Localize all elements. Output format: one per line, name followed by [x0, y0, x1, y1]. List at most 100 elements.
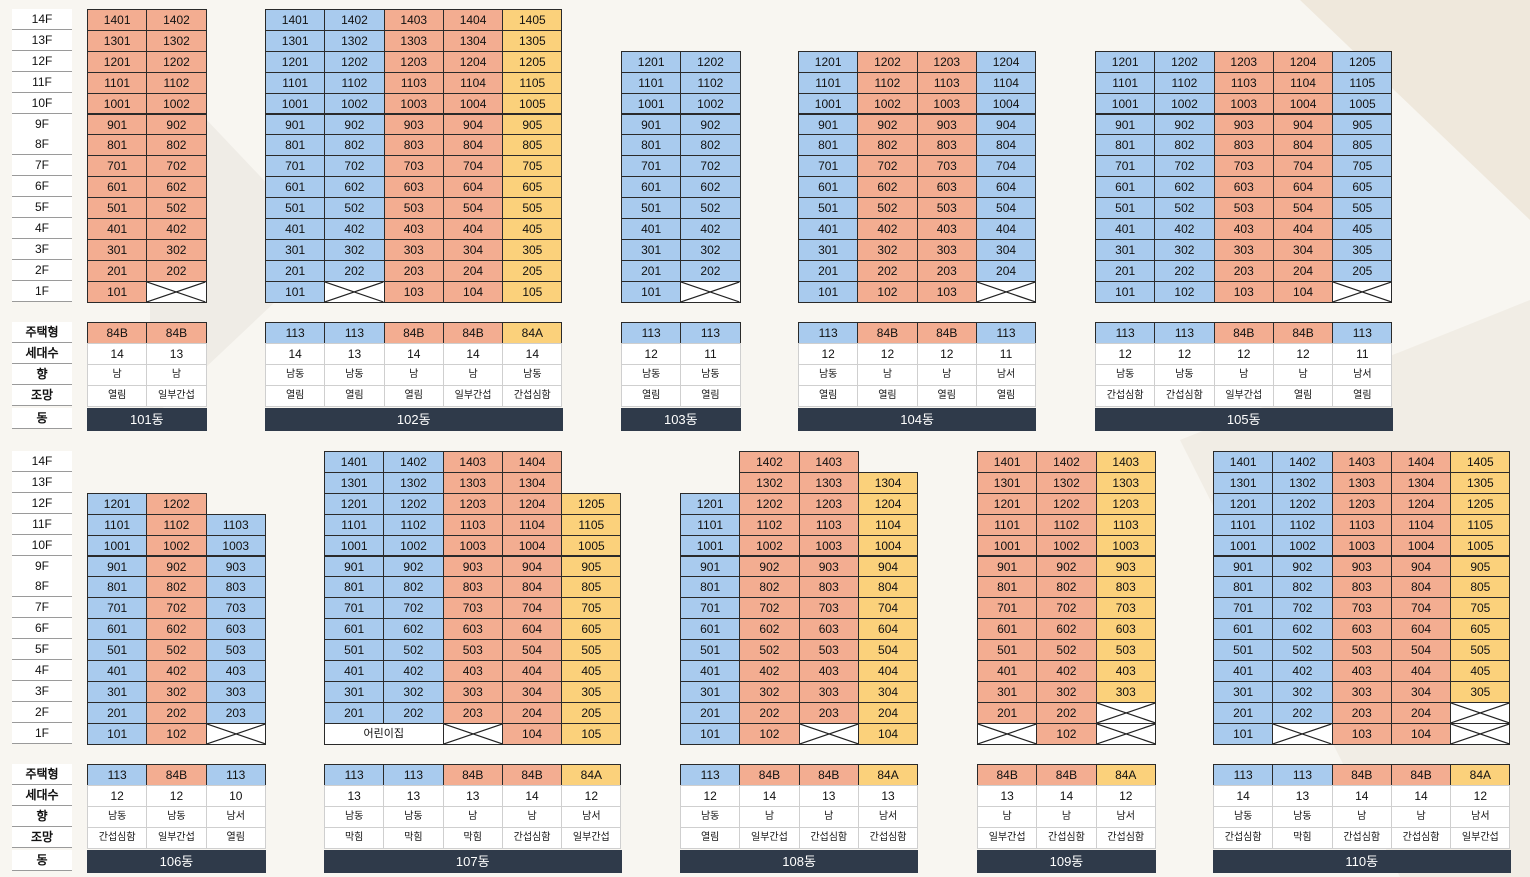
unit-cell[interactable]: 502	[739, 639, 800, 661]
unit-cell[interactable]: 1102	[739, 513, 800, 536]
unit-cell[interactable]: 303	[442, 680, 503, 703]
unit-cell[interactable]: 703	[442, 597, 503, 620]
unit-cell[interactable]: 101	[87, 722, 148, 745]
unit-cell[interactable]: 105	[502, 280, 563, 303]
unit-cell[interactable]: 702	[324, 155, 385, 178]
unit-cell[interactable]: 401	[621, 218, 682, 240]
unit-cell[interactable]: 302	[324, 238, 385, 261]
unit-cell[interactable]: 701	[621, 155, 682, 178]
unit-cell[interactable]: 401	[680, 660, 741, 682]
unit-cell[interactable]: 104	[442, 280, 504, 303]
unit-cell[interactable]: 1201	[977, 492, 1038, 515]
unit-cell[interactable]: 1003	[1095, 534, 1156, 557]
unit-cell[interactable]: 1101	[621, 71, 682, 94]
unit-cell[interactable]: 102	[1154, 280, 1215, 303]
unit-cell[interactable]: 303	[798, 680, 859, 703]
unit-cell[interactable]: 304	[501, 680, 563, 703]
unit-cell[interactable]: 1005	[1332, 92, 1393, 115]
unit-cell[interactable]: 1003	[798, 534, 859, 557]
unit-cell[interactable]: 301	[324, 680, 385, 703]
unit-cell[interactable]: 302	[146, 238, 207, 261]
unit-cell[interactable]: 702	[739, 597, 800, 620]
unit-cell[interactable]: 1101	[798, 71, 859, 94]
unit-cell[interactable]: 705	[502, 155, 563, 178]
unit-cell[interactable]: 405	[1450, 660, 1511, 682]
unit-cell[interactable]: 801	[324, 576, 385, 599]
unit-cell[interactable]: 1302	[383, 471, 444, 494]
unit-cell[interactable]: 905	[1450, 555, 1511, 578]
unit-cell[interactable]: 1203	[916, 50, 977, 73]
unit-cell[interactable]: 201	[621, 259, 682, 282]
unit-cell[interactable]: 502	[680, 197, 741, 219]
unit-cell[interactable]: 502	[1036, 639, 1097, 661]
unit-cell[interactable]: 402	[1154, 218, 1215, 240]
unit-cell[interactable]: 402	[324, 218, 385, 240]
unit-cell[interactable]: 303	[383, 238, 444, 261]
unit-cell[interactable]: 1001	[621, 92, 682, 115]
unit-cell[interactable]: 305	[502, 238, 563, 261]
unit-cell[interactable]: 101	[798, 280, 859, 303]
unit-cell[interactable]: 1402	[1272, 451, 1333, 473]
unit-cell[interactable]: 702	[146, 597, 207, 620]
unit-cell[interactable]: 1401	[977, 451, 1038, 473]
unit-cell[interactable]: 1002	[1272, 534, 1333, 557]
unit-cell[interactable]: 1204	[975, 50, 1037, 73]
unit-cell[interactable]: 402	[383, 660, 444, 682]
unit-cell[interactable]: 401	[798, 218, 859, 240]
unit-cell[interactable]: 405	[1332, 218, 1393, 240]
unit-cell[interactable]: 601	[87, 618, 148, 641]
unit-cell[interactable]: 1102	[680, 71, 741, 94]
unit-cell[interactable]: 603	[383, 176, 444, 199]
unit-cell[interactable]: 1001	[1095, 92, 1156, 115]
unit-cell[interactable]: 201	[1213, 701, 1274, 724]
unit-cell[interactable]: 1002	[324, 92, 385, 115]
unit-cell[interactable]: 203	[1331, 701, 1392, 724]
unit-cell[interactable]: 802	[1036, 576, 1097, 599]
unit-cell[interactable]: 1001	[977, 534, 1038, 557]
unit-cell[interactable]: 501	[1095, 197, 1156, 219]
unit-cell[interactable]: 1101	[1095, 71, 1156, 94]
unit-cell[interactable]: 601	[977, 618, 1038, 641]
unit-cell[interactable]: 801	[1095, 134, 1156, 157]
unit-cell[interactable]: 902	[1154, 113, 1215, 136]
unit-cell[interactable]: 403	[1331, 660, 1392, 682]
unit-cell[interactable]: 303	[1213, 238, 1274, 261]
unit-cell[interactable]: 403	[1213, 218, 1274, 240]
unit-cell[interactable]: 901	[324, 555, 385, 578]
unit-cell[interactable]: 1401	[265, 9, 326, 31]
unit-cell[interactable]: 403	[798, 660, 859, 682]
unit-cell[interactable]: 504	[1390, 639, 1452, 661]
unit-cell[interactable]: 1301	[265, 29, 326, 52]
unit-cell[interactable]: 1102	[1036, 513, 1097, 536]
unit-cell[interactable]: 404	[857, 660, 919, 682]
unit-cell[interactable]: 703	[798, 597, 859, 620]
unit-cell[interactable]: 705	[561, 597, 622, 620]
unit-cell[interactable]: 602	[1272, 618, 1333, 641]
unit-cell[interactable]: 803	[1213, 134, 1274, 157]
unit-cell[interactable]: 502	[383, 639, 444, 661]
unit-cell[interactable]: 403	[383, 218, 444, 240]
unit-cell[interactable]: 1302	[739, 471, 800, 494]
unit-cell[interactable]: 602	[383, 618, 444, 641]
unit-cell[interactable]: 102	[857, 280, 918, 303]
unit-cell[interactable]: 205	[502, 259, 563, 282]
unit-cell[interactable]: 901	[87, 113, 148, 136]
unit-cell[interactable]: 501	[621, 197, 682, 219]
unit-cell[interactable]: 103	[916, 280, 977, 303]
unit-cell[interactable]: 1002	[383, 534, 444, 557]
unit-cell[interactable]: 402	[146, 218, 207, 240]
unit-cell[interactable]: 101	[621, 280, 682, 303]
unit-cell[interactable]: 904	[975, 113, 1037, 136]
unit-cell[interactable]: 601	[87, 176, 148, 199]
unit-cell[interactable]: 801	[1213, 576, 1274, 599]
unit-cell[interactable]: 303	[205, 680, 266, 703]
unit-cell[interactable]: 705	[1450, 597, 1511, 620]
unit-cell[interactable]: 405	[502, 218, 563, 240]
unit-cell[interactable]: 1102	[383, 513, 444, 536]
unit-cell[interactable]: 1004	[975, 92, 1037, 115]
unit-cell[interactable]: 601	[621, 176, 682, 199]
unit-cell[interactable]: 1301	[87, 29, 148, 52]
unit-cell[interactable]: 401	[87, 660, 148, 682]
unit-cell[interactable]: 302	[146, 680, 207, 703]
unit-cell[interactable]: 501	[265, 197, 326, 219]
